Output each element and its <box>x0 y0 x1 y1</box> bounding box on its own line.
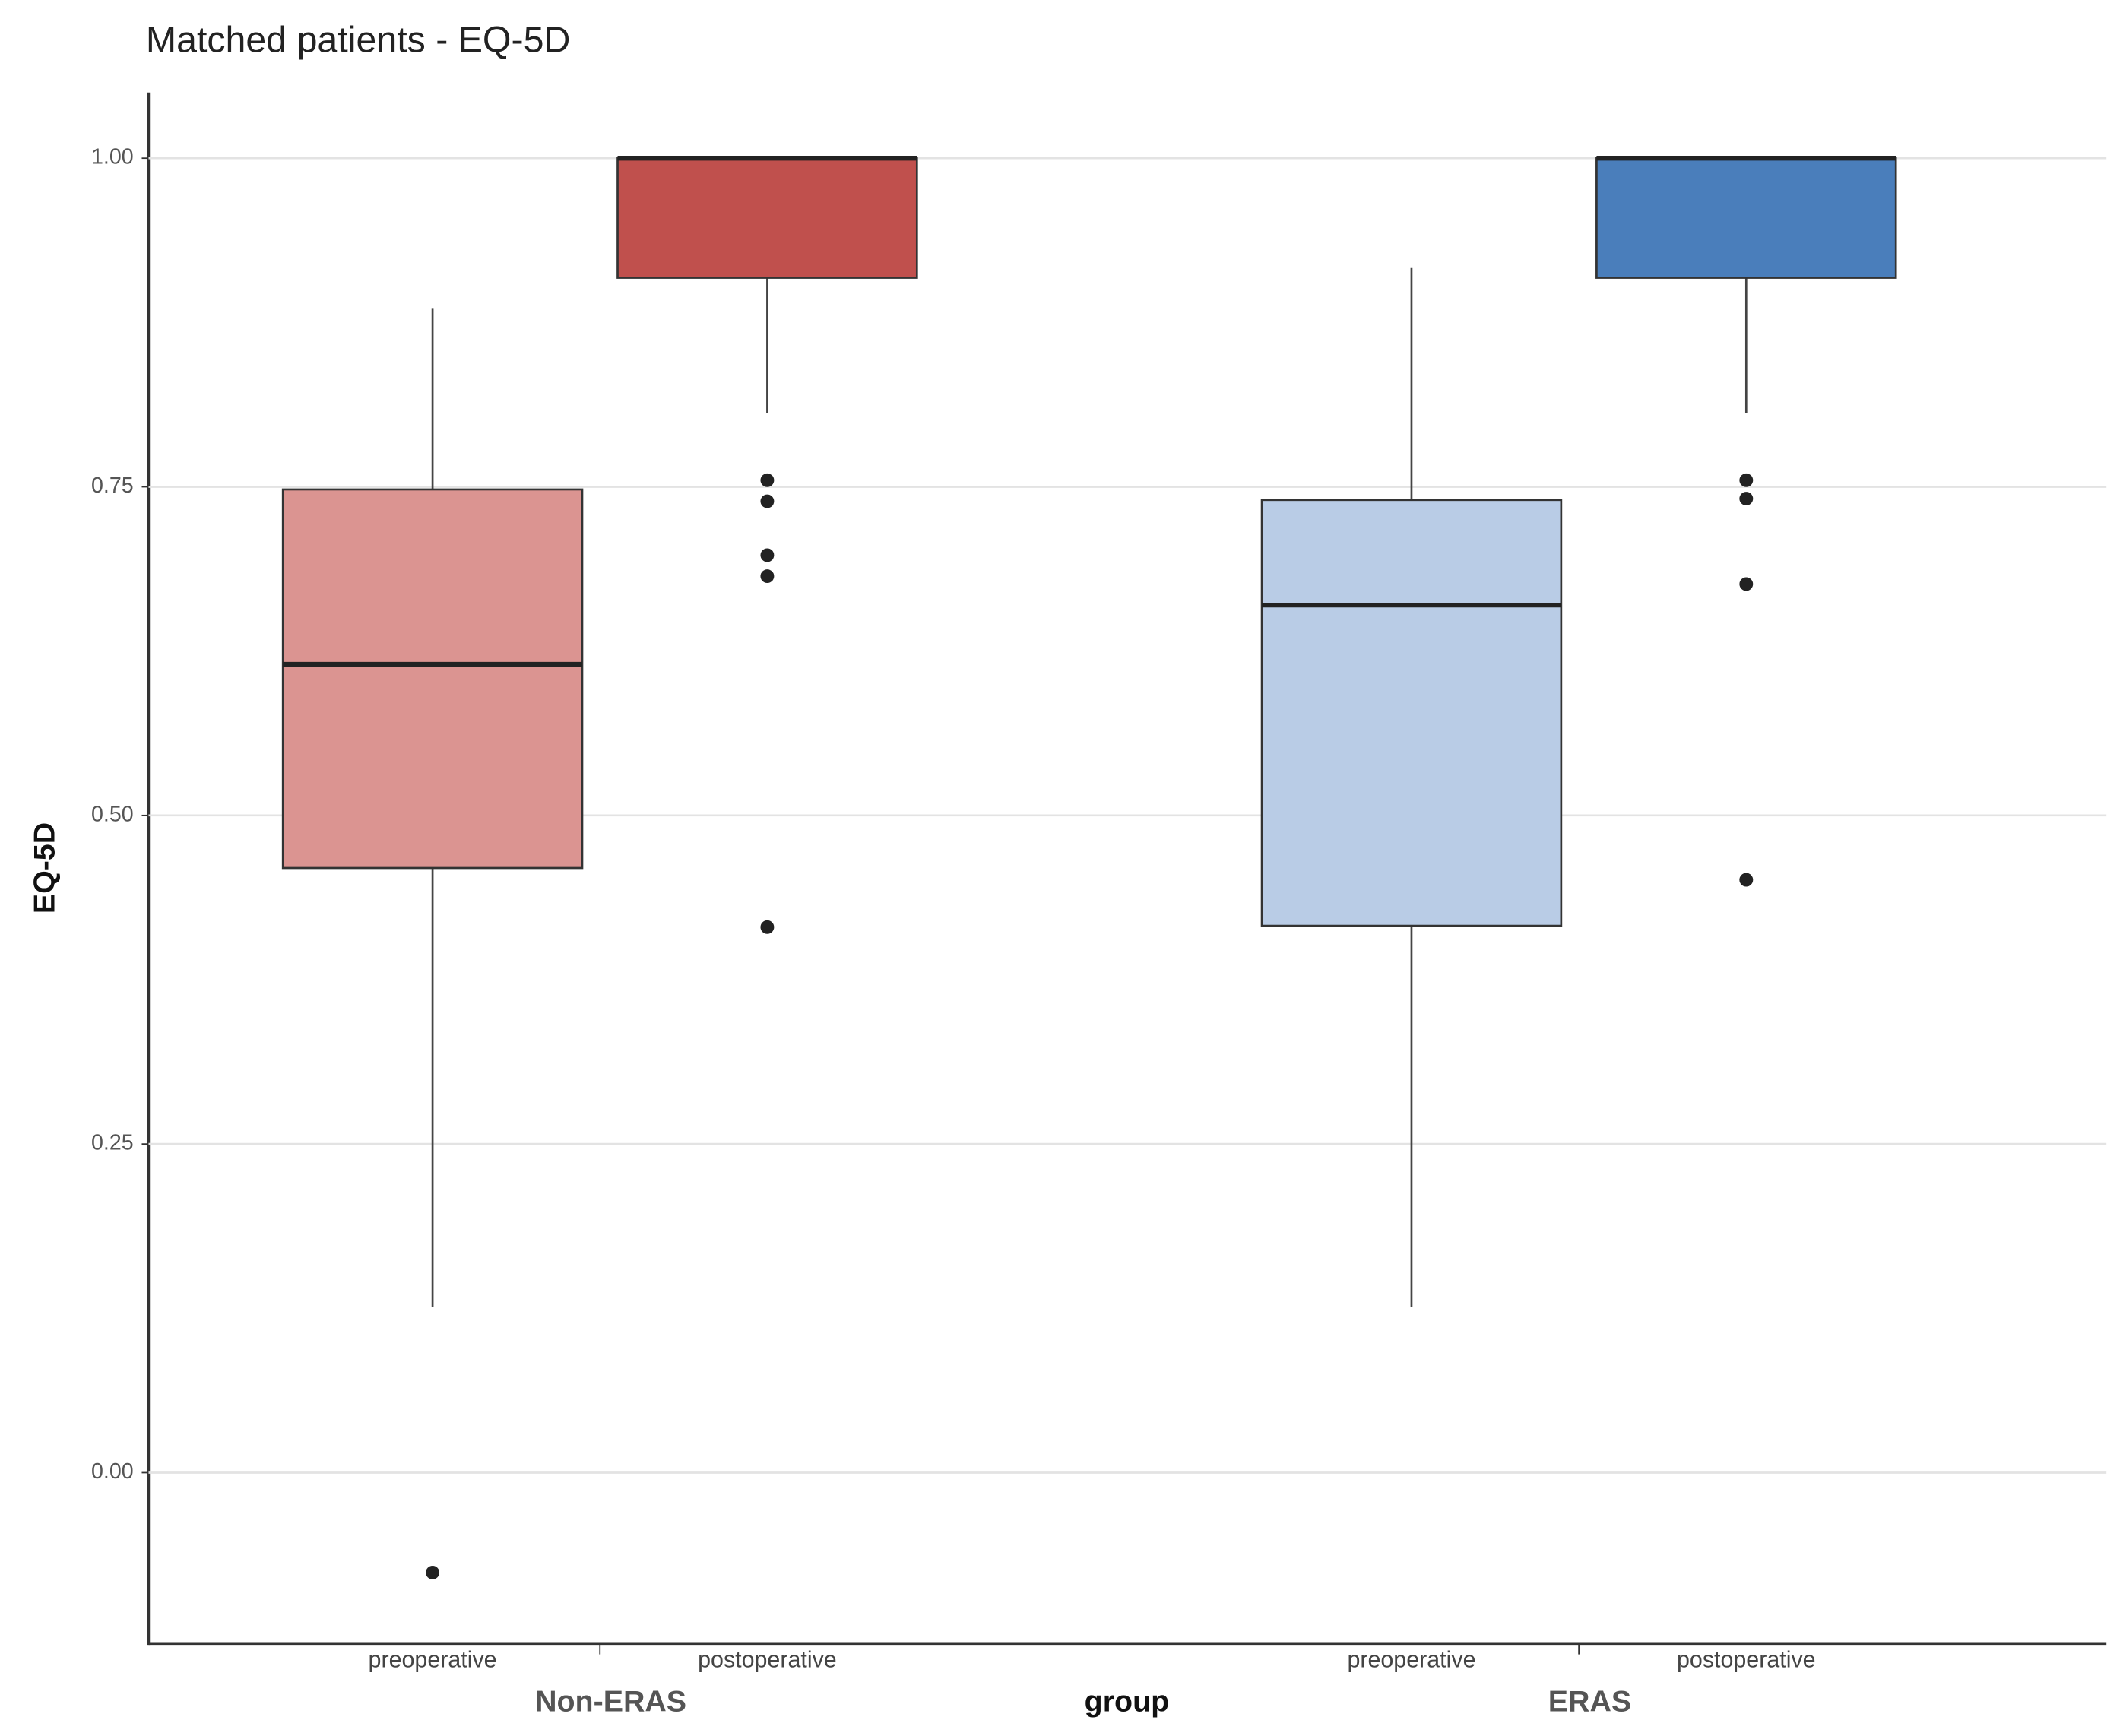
y-tick-label: 0.75 <box>91 474 134 498</box>
y-tick-label: 0.50 <box>91 802 134 826</box>
x-tick-label: preoperative <box>1347 1647 1475 1673</box>
outlier <box>1739 577 1754 591</box>
y-tick-label: 0.00 <box>91 1459 134 1484</box>
box <box>616 157 918 279</box>
box <box>1595 157 1897 279</box>
outlier <box>760 473 775 487</box>
outlier <box>760 920 775 934</box>
x-axis-title: group <box>1085 1684 1170 1718</box>
y-axis-title: EQ-5D <box>28 822 62 914</box>
outlier <box>1739 492 1754 506</box>
outlier <box>760 494 775 508</box>
y-tick-label: 0.25 <box>91 1131 134 1155</box>
x-tick-label: postoperative <box>1677 1647 1816 1673</box>
y-tick-label: 1.00 <box>91 145 134 169</box>
x-tick-label: preoperative <box>369 1647 497 1673</box>
chart-title: Matched patients - EQ-5D <box>146 19 571 60</box>
group-label: ERAS <box>1548 1684 1631 1718</box>
outlier <box>1739 473 1754 487</box>
outlier <box>760 569 775 584</box>
box <box>281 488 584 870</box>
group-label: Non-ERAS <box>535 1684 686 1718</box>
box <box>1260 499 1563 927</box>
outlier <box>760 548 775 562</box>
outlier <box>426 1565 440 1579</box>
x-tick-label: postoperative <box>698 1647 837 1673</box>
outlier <box>1739 873 1754 887</box>
